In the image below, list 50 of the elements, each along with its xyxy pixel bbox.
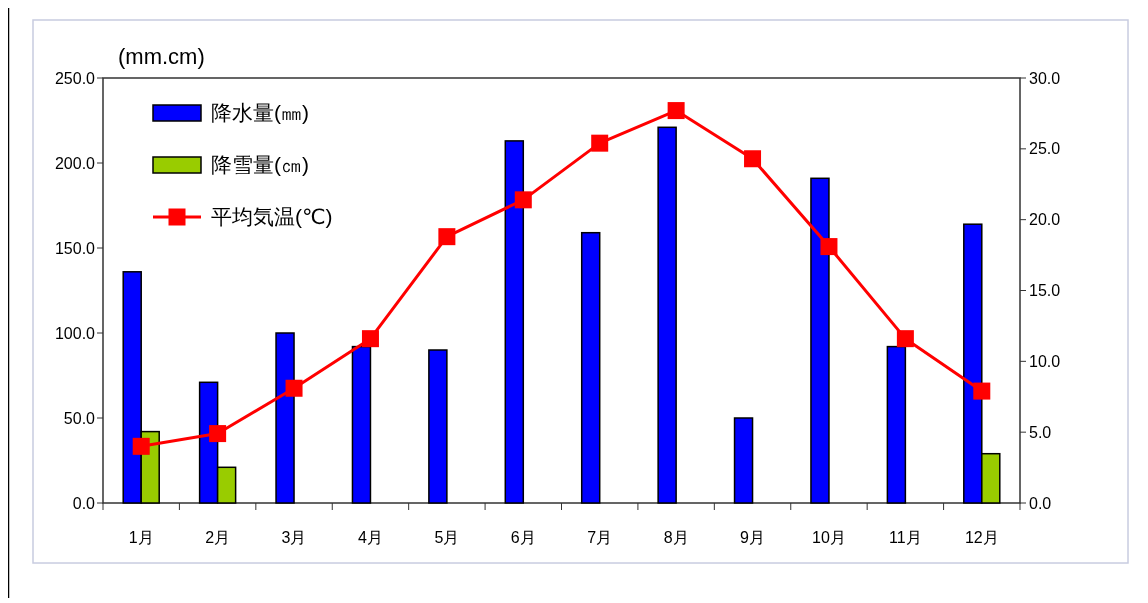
y-tick-label: 50.0: [63, 409, 96, 427]
y-tick-label: 0.0: [72, 494, 96, 512]
bar: [733, 417, 754, 504]
y-tick-label: 250.0: [54, 69, 96, 87]
bar: [580, 231, 601, 504]
point: [285, 379, 303, 397]
legend-label: 平均気温(℃): [211, 205, 333, 229]
y2-tick-label: 15.0: [1029, 282, 1061, 300]
x-tick-label: 12月: [964, 529, 999, 546]
x-tick-label: 3月: [281, 529, 307, 546]
point: [744, 150, 762, 168]
y2-tick-label: 20.0: [1029, 211, 1061, 229]
point: [591, 134, 609, 152]
point: [132, 437, 150, 455]
x-tick-label: 10月: [812, 529, 846, 546]
point: [667, 102, 685, 120]
point: [209, 425, 227, 443]
y-tick-label: 150.0: [54, 239, 96, 257]
x-tick-label: 4月: [358, 529, 383, 546]
bar: [428, 349, 448, 504]
y-tick-label: 100.0: [54, 324, 96, 342]
x-tick-label: 2月: [205, 529, 231, 546]
point: [361, 330, 379, 348]
y-tick-label: 200.0: [54, 154, 96, 172]
x-tick-label: 1月: [128, 529, 154, 546]
point: [973, 382, 991, 400]
point: [514, 191, 532, 209]
bar: [810, 177, 830, 504]
x-tick-label: 7月: [587, 529, 613, 546]
legend-label: 降雪量(㎝): [211, 153, 309, 177]
bar: [275, 332, 295, 504]
x-tick-label: 5月: [434, 529, 460, 546]
y2-tick-label: 10.0: [1029, 352, 1061, 370]
bar: [351, 345, 372, 504]
x-tick-label: 6月: [510, 529, 536, 546]
x-tick-label: 8月: [663, 529, 689, 546]
point: [896, 330, 914, 348]
y2-tick-label: 25.0: [1029, 140, 1061, 158]
y2-tick-label: 0.0: [1029, 494, 1052, 512]
y2-tick-label: 5.0: [1029, 423, 1052, 441]
bar: [886, 345, 907, 504]
y-axis-title: (mm.cm): [118, 44, 205, 69]
x-tick-label: 9月: [740, 529, 765, 546]
bar: [657, 126, 677, 504]
bar: [504, 140, 525, 504]
x-tick-label: 11月: [889, 529, 922, 546]
point: [438, 228, 456, 246]
legend-label: 降水量(㎜): [211, 101, 309, 125]
point: [820, 238, 838, 256]
y2-tick-label: 30.0: [1029, 69, 1061, 87]
